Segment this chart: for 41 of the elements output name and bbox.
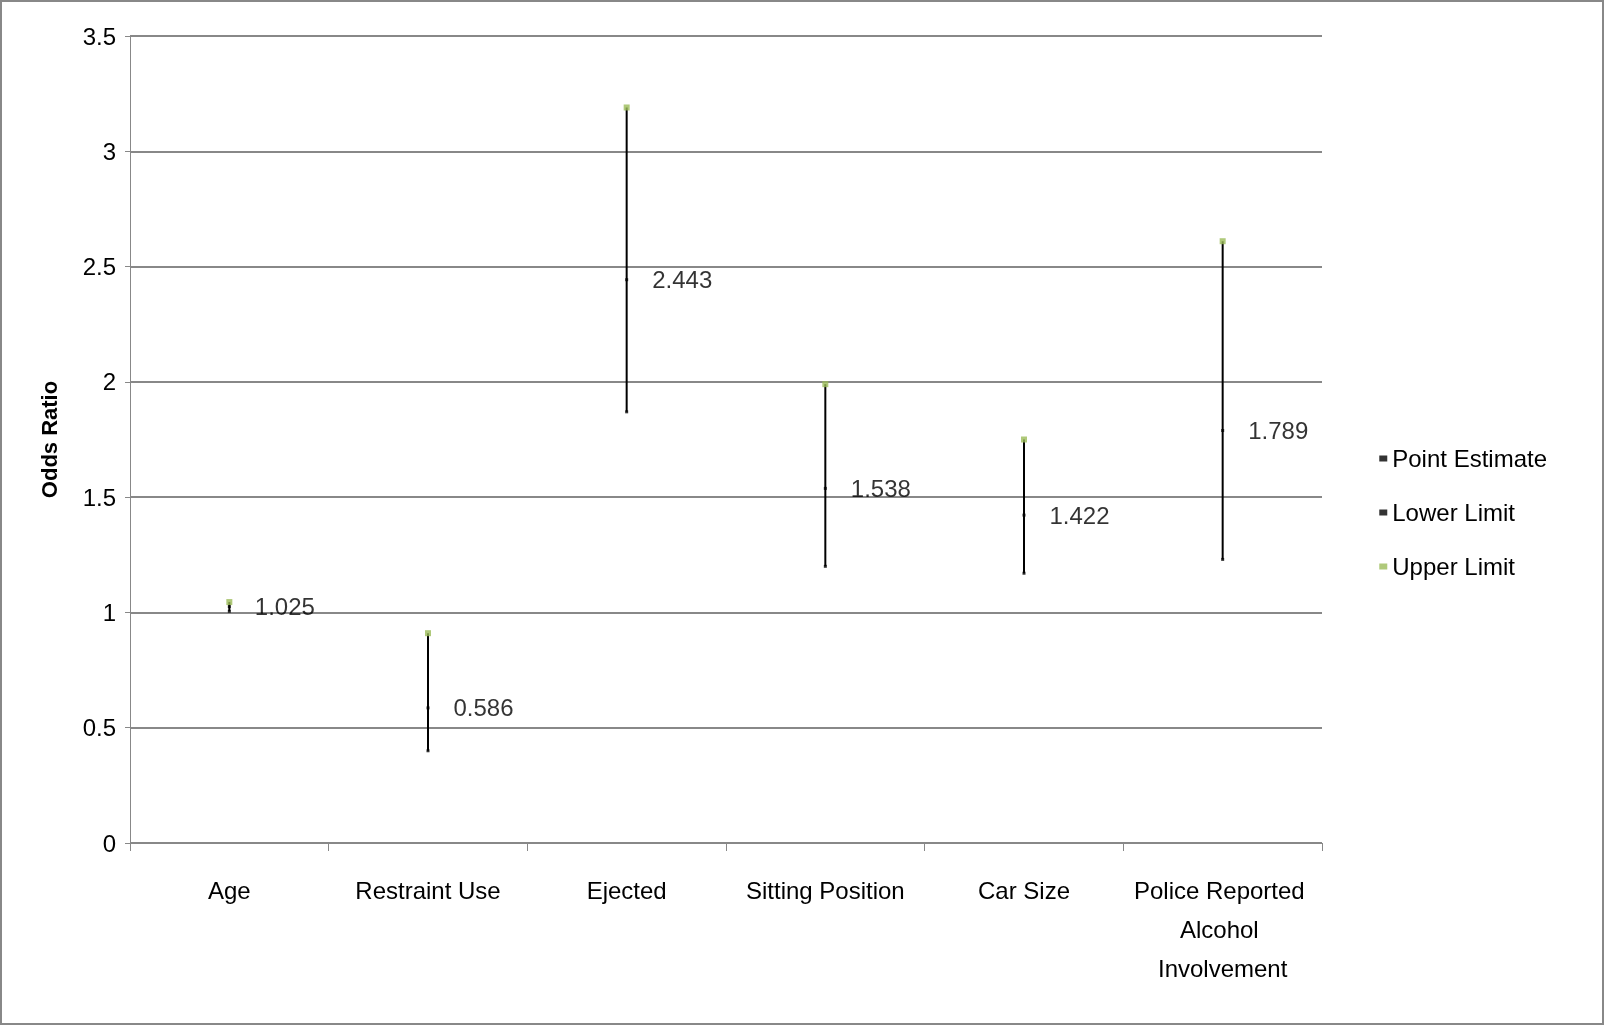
point bbox=[1221, 429, 1225, 433]
x-tick-label: Age bbox=[207, 877, 251, 904]
data-label: 1.789 bbox=[1248, 417, 1309, 445]
point bbox=[623, 104, 630, 111]
legend-label: Lower Limit bbox=[1392, 499, 1516, 526]
point bbox=[227, 605, 231, 609]
x-tick-label: Restraint Use bbox=[355, 877, 501, 904]
data-label: 1.422 bbox=[1049, 501, 1110, 529]
point bbox=[425, 630, 431, 637]
x-tick-label: Sitting Position bbox=[745, 877, 905, 904]
y-tick-label: 2.5 bbox=[82, 253, 116, 281]
y-tick-label: 0 bbox=[102, 829, 116, 857]
x-tick-label: Ejected bbox=[586, 877, 667, 904]
legend-label: Upper Limit bbox=[1392, 553, 1516, 580]
y-tick-label: 2 bbox=[102, 368, 116, 396]
point bbox=[823, 564, 827, 568]
point bbox=[1021, 436, 1027, 443]
legend-label: Point Estimate bbox=[1392, 445, 1547, 472]
data-label: 1.538 bbox=[850, 474, 911, 502]
x-tick-label: Police Reported Alcohol Involvement bbox=[1133, 877, 1312, 982]
y-tick-label: 0.5 bbox=[82, 714, 116, 742]
data-label: 2.443 bbox=[652, 266, 713, 294]
point bbox=[426, 706, 430, 710]
point bbox=[426, 749, 430, 753]
point bbox=[625, 278, 629, 282]
y-tick-label: 1 bbox=[102, 598, 116, 626]
point bbox=[823, 486, 827, 490]
y-tick-label: 3.5 bbox=[82, 22, 116, 50]
point bbox=[625, 410, 629, 414]
point bbox=[1219, 238, 1226, 245]
y-axis-title: Odds Ratio bbox=[36, 380, 62, 499]
point bbox=[1221, 557, 1225, 561]
point bbox=[1022, 571, 1026, 575]
y-tick-label: 3 bbox=[102, 137, 116, 165]
point bbox=[226, 599, 233, 606]
point bbox=[822, 381, 829, 388]
y-tick-label: 1.5 bbox=[82, 483, 116, 511]
data-label: 0.586 bbox=[453, 694, 514, 722]
point bbox=[1022, 513, 1026, 517]
point bbox=[227, 609, 231, 613]
x-tick-label: Car Size bbox=[977, 877, 1071, 904]
